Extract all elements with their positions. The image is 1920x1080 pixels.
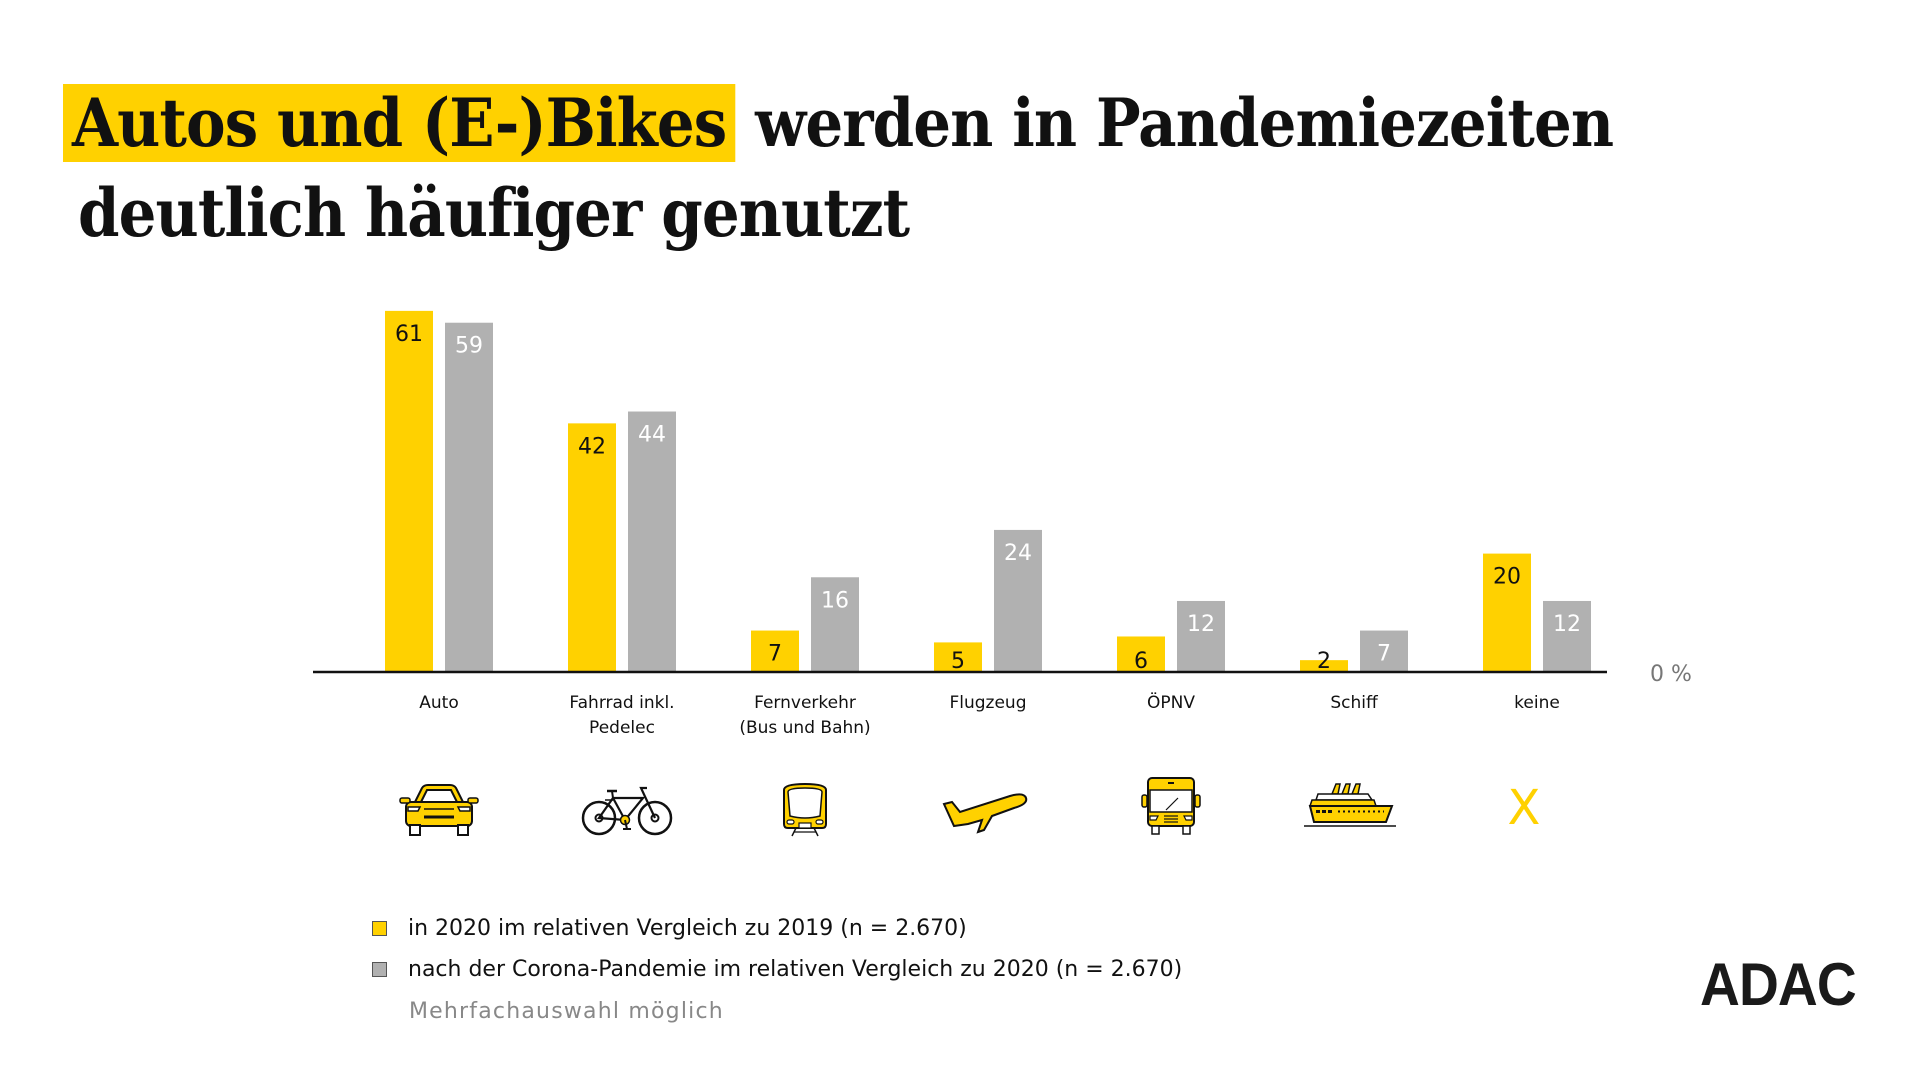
data-label: 44 xyxy=(638,423,666,448)
bar-gray-1 xyxy=(628,411,676,672)
bar-gray-5 xyxy=(1360,630,1408,672)
title-line-1: Autos und (E-)Bikes werden in Pandemieze… xyxy=(63,83,1614,163)
legend-item-2020: in 2020 im relativen Vergleich zu 2019 (… xyxy=(372,908,1182,949)
bicycle-icon xyxy=(577,782,673,838)
data-label: 12 xyxy=(1553,612,1581,637)
data-label: 42 xyxy=(578,434,606,459)
legend-label: in 2020 im relativen Vergleich zu 2019 (… xyxy=(408,916,967,941)
bar-gray-6 xyxy=(1543,600,1591,672)
x-icon-glyph: X xyxy=(1507,780,1541,836)
bar-gray-0 xyxy=(445,322,493,672)
data-label: 20 xyxy=(1493,565,1521,590)
data-label: 6 xyxy=(1134,649,1148,674)
data-label: 12 xyxy=(1187,612,1215,637)
data-label: 2 xyxy=(1317,649,1331,674)
car-icon xyxy=(394,782,484,838)
category-label: Schiff xyxy=(1330,693,1379,713)
airplane-icon xyxy=(940,782,1030,838)
title-line-1-rest: werden in Pandemiezeiten xyxy=(735,84,1614,162)
bar-yellow-5 xyxy=(1300,660,1348,672)
category-label: Flugzeug xyxy=(949,693,1026,713)
category-label: Pedelec xyxy=(589,718,655,738)
y-zero-label: 0 % xyxy=(1650,662,1692,687)
category-labels: Auto Fahrrad inkl. Pedelec Fernverkehr (Bus … xyxy=(419,691,1560,738)
data-label: 7 xyxy=(768,642,782,667)
bar-gray-2 xyxy=(811,577,859,672)
category-label: Fernverkehr xyxy=(754,693,856,713)
data-label: 5 xyxy=(951,649,965,674)
category-label: Fahrrad inkl. xyxy=(569,693,674,713)
train-icon xyxy=(760,782,850,838)
data-label: 16 xyxy=(821,588,849,613)
title-line-2: deutlich häufiger genutzt xyxy=(78,174,910,252)
bus-icon xyxy=(1126,777,1216,838)
x-icon: X xyxy=(1494,784,1554,840)
category-label: (Bus und Bahn) xyxy=(739,718,870,738)
data-label: 7 xyxy=(1377,642,1391,667)
legend-swatch-gray xyxy=(372,962,387,977)
bar-gray-3 xyxy=(994,529,1042,672)
bar-yellow-3 xyxy=(934,642,982,672)
data-label: 61 xyxy=(395,322,423,347)
category-label: keine xyxy=(1514,693,1560,713)
adac-logo: ADAC xyxy=(1700,951,1857,1018)
data-label: 59 xyxy=(455,334,483,359)
data-label: 24 xyxy=(1004,541,1032,566)
bar-yellow-2 xyxy=(751,630,799,672)
legend-note: Mehrfachauswahl möglich xyxy=(409,999,724,1024)
bar-yellow-1 xyxy=(568,423,616,672)
legend-swatch-yellow xyxy=(372,921,387,936)
category-label: ÖPNV xyxy=(1147,691,1195,713)
bar-yellow-4 xyxy=(1117,636,1165,672)
bar-yellow-0 xyxy=(385,310,433,672)
title-highlight: Autos und (E-)Bikes xyxy=(63,84,736,162)
legend-item-post-pandemic: nach der Corona-Pandemie im relativen Ve… xyxy=(372,949,1182,990)
bar-yellow-6 xyxy=(1483,553,1531,672)
bars-group: 61 59 42 44 7 16 5 24 6 12 2 7 20 12 xyxy=(385,310,1591,674)
ship-icon xyxy=(1302,782,1396,838)
legend-label: nach der Corona-Pandemie im relativen Ve… xyxy=(408,957,1183,982)
legend: in 2020 im relativen Vergleich zu 2019 (… xyxy=(372,908,1182,1034)
bar-gray-4 xyxy=(1177,600,1225,672)
category-label: Auto xyxy=(419,693,458,713)
